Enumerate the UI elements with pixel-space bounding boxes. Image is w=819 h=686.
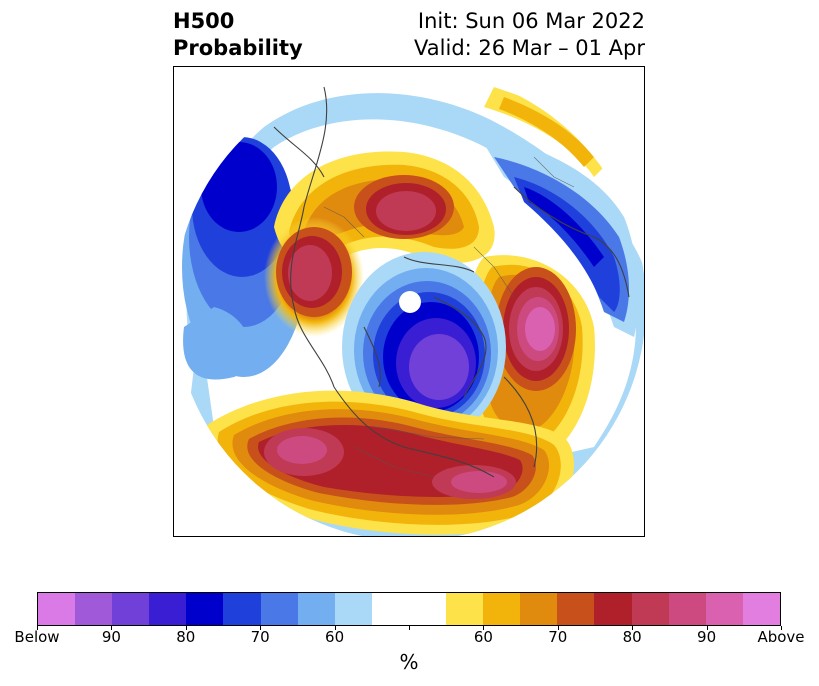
run-info: Init: Sun 06 Mar 2022 Valid: 26 Mar – 01… [414, 8, 645, 62]
colorbar-tick-labels: Below 90 80 70 60 60 70 80 90 Above [0, 628, 819, 648]
colorbar-tick-mark [260, 626, 261, 630]
colorbar-swatch [594, 593, 632, 625]
colorbar-swatch [186, 593, 224, 625]
colorbar-tick-mark [707, 626, 708, 630]
colorbar-swatch [297, 593, 335, 625]
colorbar [37, 592, 781, 626]
colorbar-tick-mark [558, 626, 559, 630]
borders [323, 156, 575, 478]
title-line-2: Probability [173, 36, 303, 60]
colorbar-swatch [668, 593, 706, 625]
colorbar-swatch [557, 593, 595, 625]
colorbar-tick-label: 70 [548, 628, 568, 646]
colorbar-swatch [112, 593, 150, 625]
colorbar-swatch [408, 593, 447, 625]
colorbar-tick-label: 90 [101, 628, 121, 646]
colorbar-tick-mark [37, 626, 38, 630]
colorbar-tick-label: 60 [473, 628, 493, 646]
title-line-1: H500 [173, 9, 235, 33]
colorbar-tick-mark [632, 626, 633, 630]
colorbar-swatch [705, 593, 743, 625]
colorbar-tick-label: Above [757, 628, 805, 646]
colorbar-swatch [520, 593, 558, 625]
colorbar-swatch [483, 593, 521, 625]
colorbar-swatch [742, 593, 780, 625]
valid-range: Valid: 26 Mar – 01 Apr [414, 36, 645, 60]
chart-title: H500 Probability [173, 8, 303, 62]
colorbar-swatch [149, 593, 187, 625]
init-time: Init: Sun 06 Mar 2022 [417, 9, 645, 33]
colorbar-tick-label: 60 [325, 628, 345, 646]
colorbar-tick-label: 90 [697, 628, 717, 646]
colorbar-tick-mark [186, 626, 187, 630]
colorbar-swatch [38, 593, 76, 625]
colorbar-tick-mark [483, 626, 484, 630]
map-panel [173, 66, 645, 537]
colorbar-swatch [223, 593, 261, 625]
colorbar-swatch [446, 593, 484, 625]
colorbar-tick-label: 80 [176, 628, 196, 646]
colorbar-tick-mark [409, 626, 410, 630]
colorbar-swatch [75, 593, 113, 625]
colorbar-tick-label: 70 [250, 628, 270, 646]
colorbar-tick-label: Below [14, 628, 60, 646]
colorbar-tick-mark [781, 626, 782, 630]
colorbar-tick-mark [335, 626, 336, 630]
colorbar-tick-label: 80 [622, 628, 642, 646]
colorbar-swatch [334, 593, 372, 625]
colorbar-tick-mark [111, 626, 112, 630]
colorbar-swatch [371, 593, 409, 625]
colorbar-unit: % [399, 650, 419, 674]
colorbar-swatch [631, 593, 669, 625]
probability-map [174, 69, 644, 536]
colorbar-swatch [260, 593, 298, 625]
